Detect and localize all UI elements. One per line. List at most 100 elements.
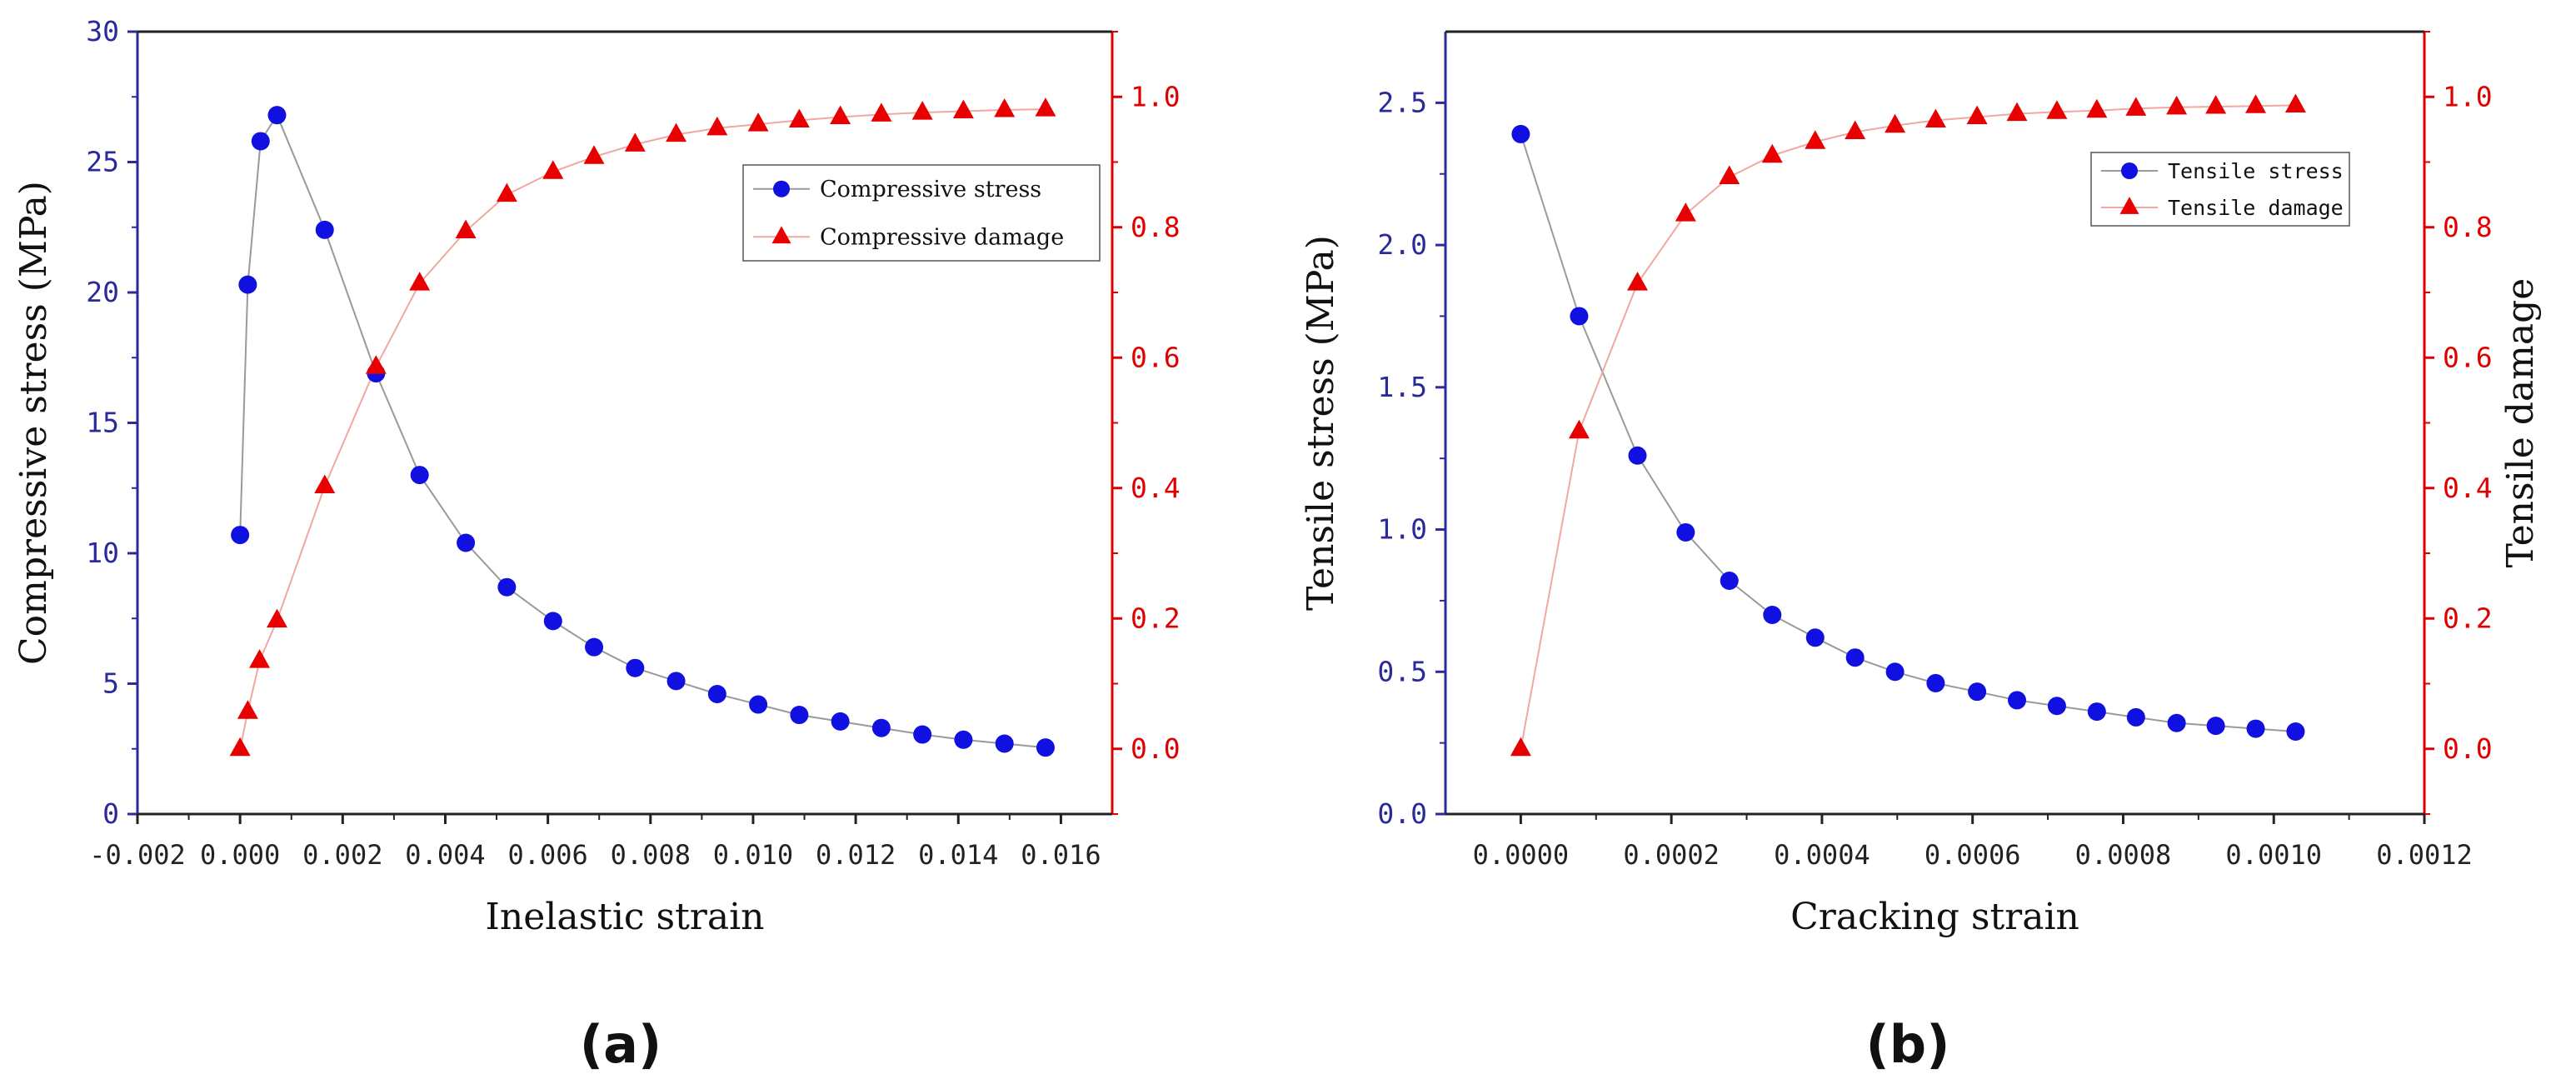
x-tick-label: 0.0012 xyxy=(2376,839,2473,871)
x-tick-label: 0.010 xyxy=(713,839,793,871)
legend-marker-circle xyxy=(2121,162,2138,179)
stress-point xyxy=(1805,628,1825,647)
stress-point xyxy=(831,712,850,731)
damage-point xyxy=(237,700,258,719)
damage-point xyxy=(2166,95,2188,115)
stress-point xyxy=(1511,124,1530,143)
stress-point xyxy=(238,275,257,294)
stress-point xyxy=(1885,662,1905,682)
y2-tick-label: 0.6 xyxy=(2443,341,2493,373)
damage-point xyxy=(2006,102,2028,122)
y2-tick-label: 0.6 xyxy=(1131,341,1181,373)
stress-point xyxy=(626,658,645,677)
x-tick-label: 0.014 xyxy=(918,839,998,871)
stress-point xyxy=(231,526,250,545)
stress-point xyxy=(251,132,270,151)
stress-point xyxy=(1763,605,1782,624)
x-tick-label: 0.0008 xyxy=(2075,839,2172,871)
x-tick-label: 0.002 xyxy=(302,839,382,871)
x-tick-label: 0.0004 xyxy=(1774,839,1870,871)
series-line-stress xyxy=(239,113,1046,749)
legend-label: Compressive stress xyxy=(820,177,1041,202)
stress-point xyxy=(1676,522,1695,542)
damage-point xyxy=(1568,419,1590,439)
damage-point xyxy=(249,649,271,668)
damage-point xyxy=(2284,93,2306,112)
legend-label: Tensile damage xyxy=(2168,196,2344,220)
x-axis-title: Inelastic strain xyxy=(486,896,765,938)
damage-point xyxy=(2086,98,2108,118)
y-tick-label: 0.0 xyxy=(1377,797,1427,830)
stress-point xyxy=(995,734,1014,753)
y2-axis-title: Tensile damage xyxy=(2499,278,2542,568)
damage-point xyxy=(1626,272,1648,291)
damage-point xyxy=(788,108,810,127)
damage-point xyxy=(542,160,564,179)
x-tick-label: 0.0010 xyxy=(2225,839,2322,871)
stress-point xyxy=(749,695,768,714)
x-axis-title: Cracking strain xyxy=(1790,896,2079,938)
damage-point xyxy=(1845,120,1866,140)
stress-point xyxy=(497,577,517,597)
chart-panel-b: 0.0 0.5 1.0 1.5 2.0 2.5 0.0 0.2 0.4 0.6 0.8 1.0 0.00… xyxy=(1300,30,2542,1075)
x-tick-label: 0.012 xyxy=(816,839,896,871)
stress-point xyxy=(457,533,476,552)
damage-point xyxy=(624,132,646,152)
stress-point xyxy=(707,685,726,704)
x-tick-label: -0.002 xyxy=(89,839,186,871)
damage-point xyxy=(409,272,431,291)
legend-marker-triangle xyxy=(2119,197,2139,214)
damage-point xyxy=(496,182,517,202)
stress-point xyxy=(2167,713,2186,732)
damage-point xyxy=(2205,95,2227,114)
panel-label: (b) xyxy=(1865,1014,1949,1075)
damage-point xyxy=(583,145,605,164)
stress-point xyxy=(1720,572,1739,591)
stress-point xyxy=(543,612,562,631)
stress-point xyxy=(1968,682,1987,702)
stress-point xyxy=(2286,722,2305,741)
y-tick-label: 5 xyxy=(102,667,119,700)
stress-point xyxy=(954,730,973,749)
x-tick-label: 0.006 xyxy=(507,839,587,871)
y2-tick-label: 0.2 xyxy=(1131,602,1181,634)
y2-tick-label: 0.2 xyxy=(2443,602,2493,634)
damage-point xyxy=(2125,97,2147,116)
y2-tick-label: 0.4 xyxy=(1131,472,1181,504)
y-tick-label: 1.0 xyxy=(1377,513,1427,546)
damage-point xyxy=(455,219,477,238)
damage-point xyxy=(1719,165,1740,185)
y-tick-label: 0 xyxy=(102,797,119,830)
y2-tick-label: 0.8 xyxy=(2443,211,2493,243)
stress-point xyxy=(2246,719,2265,738)
panel-label: (a) xyxy=(580,1014,662,1075)
x-tick-label: 0.0000 xyxy=(1473,839,1570,871)
y2-tick-label: 1.0 xyxy=(2443,80,2493,112)
stress-point xyxy=(913,725,932,744)
damage-point xyxy=(2046,100,2068,119)
y2-tick-label: 1.0 xyxy=(1131,80,1181,112)
damage-point xyxy=(1805,130,1826,149)
stress-point xyxy=(1845,648,1865,667)
legend-label: Compressive damage xyxy=(820,224,1064,250)
legend-marker-circle xyxy=(773,180,790,197)
damage-point xyxy=(871,102,892,122)
y-tick-label: 20 xyxy=(86,276,119,308)
stress-point xyxy=(2087,702,2106,722)
x-tick-label: 0.016 xyxy=(1021,839,1101,871)
legend-marker-triangle xyxy=(771,226,791,244)
x-tick-label: 0.000 xyxy=(200,839,280,871)
y2-tick-label: 0.0 xyxy=(2443,732,2493,765)
y2-tick-label: 0.0 xyxy=(1131,732,1181,765)
damage-point xyxy=(911,101,933,120)
damage-point xyxy=(706,116,728,136)
damage-point xyxy=(266,608,287,628)
y-tick-label: 15 xyxy=(86,407,119,439)
x-tick-label: 0.0006 xyxy=(1925,839,2021,871)
y2-tick-label: 0.8 xyxy=(1131,211,1181,243)
y-tick-label: 30 xyxy=(86,15,119,47)
stress-point xyxy=(1570,307,1589,326)
damage-point xyxy=(952,99,974,119)
damage-point xyxy=(1675,202,1696,222)
